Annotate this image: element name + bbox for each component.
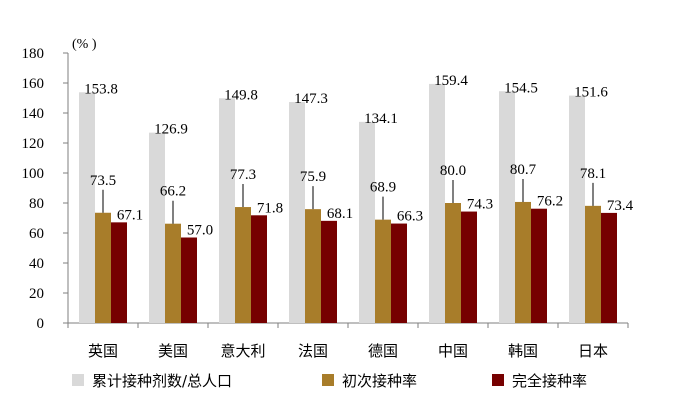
legend-swatch-series-1 xyxy=(72,374,84,386)
data-label-series-3: 57.0 xyxy=(187,223,213,239)
data-label-series-3: 68.1 xyxy=(327,206,353,222)
data-label-series-2: 77.3 xyxy=(230,167,256,183)
data-label-series-3: 76.2 xyxy=(537,194,563,210)
y-tick-label: 180 xyxy=(22,46,45,62)
legend-label-series-2: 初次接种率 xyxy=(342,372,417,390)
x-tick-label: 日本 xyxy=(578,342,608,360)
data-label-series-2: 80.7 xyxy=(510,162,537,178)
data-label-series-3: 67.1 xyxy=(117,207,143,223)
bar-series-1 xyxy=(499,91,515,323)
data-labels: 153.8 73.5 67.1 126.9 66.2 57.0 149.8 77.3 71.8 1… xyxy=(84,73,634,239)
data-label-series-2: 68.9 xyxy=(370,180,396,196)
bar-series-1 xyxy=(429,83,445,324)
bar-series-2 xyxy=(585,205,601,323)
data-label-series-1: 154.5 xyxy=(504,80,538,96)
y-tick-label: 40 xyxy=(29,256,44,272)
data-label-series-3: 71.8 xyxy=(257,200,283,216)
x-tick-label: 德国 xyxy=(368,342,398,360)
y-tick-label: 0 xyxy=(37,316,45,332)
bar-series-3 xyxy=(251,215,267,323)
bar-series-2 xyxy=(165,223,181,323)
y-tick-label: 120 xyxy=(22,136,45,152)
x-tick-label: 美国 xyxy=(158,342,188,360)
bar-series-2 xyxy=(445,203,461,323)
y-tick-label: 60 xyxy=(29,226,44,242)
data-label-series-1: 134.1 xyxy=(364,111,398,127)
bar-series-1 xyxy=(149,132,165,323)
bar-series-1 xyxy=(359,121,375,323)
y-tick-label: 160 xyxy=(22,76,45,92)
bar-series-3 xyxy=(111,222,127,323)
data-label-series-2: 78.1 xyxy=(580,166,606,182)
bar-series-2 xyxy=(515,201,531,323)
data-label-series-3: 66.3 xyxy=(397,209,423,225)
x-tick-label: 意大利 xyxy=(220,342,265,360)
data-label-series-3: 74.3 xyxy=(467,197,493,213)
bar-series-1 xyxy=(79,92,95,323)
y-tick-label: 80 xyxy=(29,196,44,212)
legend: 累计接种剂数/总人口 初次接种率 完全接种率 xyxy=(72,372,587,390)
bar-series-1 xyxy=(289,102,305,323)
bar-series-3 xyxy=(601,212,617,323)
bar-series-1 xyxy=(219,98,235,323)
x-tick-label: 法国 xyxy=(298,342,328,360)
y-unit-label: (% ) xyxy=(72,37,97,52)
y-tick-label: 140 xyxy=(22,106,45,122)
x-tick-label: 韩国 xyxy=(508,342,538,360)
bar-series-2 xyxy=(235,207,251,323)
bar-series-3 xyxy=(391,223,407,323)
data-label-series-1: 126.9 xyxy=(154,122,188,138)
data-label-series-1: 147.3 xyxy=(294,91,328,107)
y-tick-label: 20 xyxy=(29,286,44,302)
bar-series-3 xyxy=(321,220,337,323)
data-label-series-1: 151.6 xyxy=(574,85,608,101)
data-label-series-2: 75.9 xyxy=(300,169,326,185)
bar-series-3 xyxy=(461,211,477,323)
bar-series-2 xyxy=(305,209,321,323)
bars xyxy=(79,83,617,324)
bar-series-2 xyxy=(375,219,391,323)
bar-series-3 xyxy=(181,237,197,323)
data-label-series-2: 66.2 xyxy=(160,184,186,200)
data-label-series-1: 153.8 xyxy=(84,81,118,97)
legend-label-series-3: 完全接种率 xyxy=(512,372,587,390)
data-label-series-1: 159.4 xyxy=(434,73,468,89)
data-label-series-2: 73.5 xyxy=(90,173,116,189)
x-tick-label: 英国 xyxy=(88,342,118,360)
x-tick-label: 中国 xyxy=(438,342,468,360)
legend-swatch-series-3 xyxy=(492,374,504,386)
bar-series-2 xyxy=(95,212,111,323)
axes: 0 20 40 60 80 100 120 140 160 180 英国 美国 意大利 法国 德国 中国 韩国 日… xyxy=(22,46,629,360)
y-tick-label: 100 xyxy=(22,166,45,182)
legend-label-series-1: 累计接种剂数/总人口 xyxy=(92,372,232,390)
bar-series-3 xyxy=(531,208,547,323)
data-label-series-1: 149.8 xyxy=(224,87,258,103)
bar-series-1 xyxy=(569,95,585,323)
data-label-series-3: 73.4 xyxy=(607,198,634,214)
legend-swatch-series-2 xyxy=(322,374,334,386)
data-label-series-2: 80.0 xyxy=(440,163,466,179)
